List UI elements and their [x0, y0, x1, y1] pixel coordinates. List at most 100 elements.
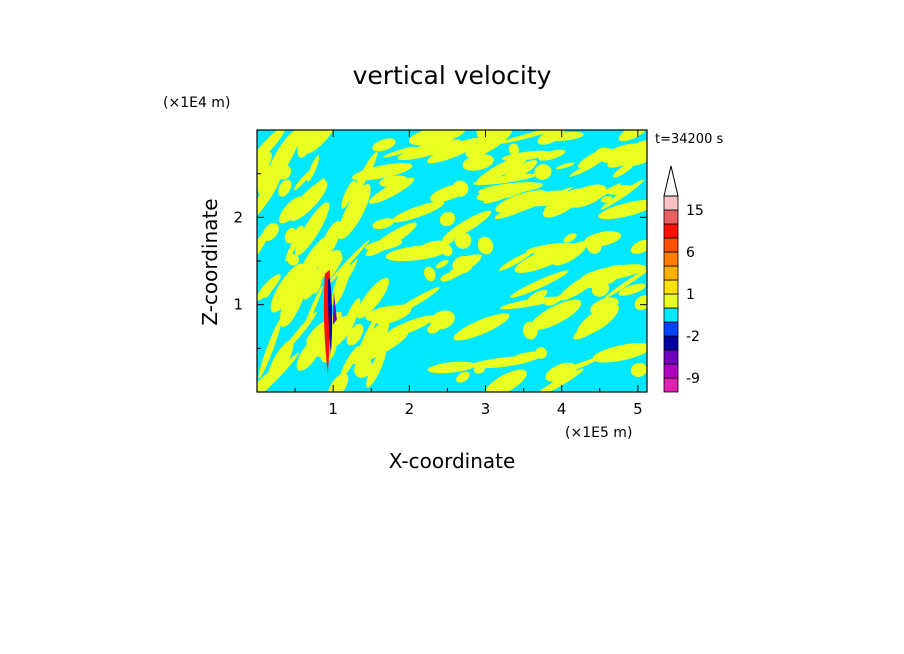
positive-band — [498, 251, 533, 271]
positive-band — [297, 130, 321, 158]
positive-band — [349, 152, 378, 203]
positive-band — [436, 140, 454, 155]
positive-band — [604, 266, 647, 299]
positive-band — [630, 362, 647, 377]
x-axis-title: X-coordinate — [389, 449, 516, 473]
colorbar-box — [663, 237, 679, 253]
downdraft-core — [332, 291, 337, 325]
positive-band — [365, 222, 417, 257]
positive-band — [478, 182, 543, 195]
positive-band — [634, 295, 647, 311]
positive-band — [538, 149, 566, 161]
positive-band — [282, 311, 317, 354]
positive-band — [598, 199, 647, 220]
positive-band — [266, 130, 300, 184]
positive-band — [553, 244, 575, 256]
positive-band — [340, 345, 360, 378]
positive-band — [424, 266, 436, 282]
positive-band — [338, 184, 371, 240]
positive-band — [476, 153, 531, 184]
y-axis: 12 — [233, 173, 647, 349]
colorbar-box — [663, 279, 679, 295]
positive-band — [592, 343, 647, 363]
positive-band — [442, 210, 492, 242]
colorbar-box — [663, 335, 679, 351]
time-label: t=34200 s — [655, 132, 723, 147]
positive-band — [299, 237, 327, 297]
positive-bands — [257, 130, 647, 392]
positive-band — [556, 162, 575, 170]
positive-band — [476, 130, 499, 141]
positive-band — [356, 277, 389, 319]
positive-band — [565, 184, 607, 208]
positive-band — [365, 305, 406, 322]
colorbar-box — [663, 307, 679, 323]
positive-band — [262, 281, 273, 298]
colorbar-box — [663, 363, 679, 379]
positive-band — [484, 369, 527, 392]
positive-band — [501, 150, 553, 161]
positive-band — [499, 130, 558, 144]
positive-band — [391, 201, 445, 223]
positive-band — [439, 211, 456, 227]
plot-area — [257, 130, 647, 392]
positive-band — [548, 357, 601, 378]
y-tick-label: 2 — [233, 208, 243, 226]
positive-band — [452, 255, 474, 274]
positive-band — [510, 351, 543, 363]
colorbar-box — [663, 195, 679, 211]
positive-band — [473, 173, 537, 185]
colorbar-box — [663, 265, 679, 281]
colorbar-tick-label: -2 — [686, 329, 700, 345]
positive-band — [591, 281, 610, 297]
positive-band — [563, 233, 577, 243]
positive-band — [324, 239, 370, 288]
positive-band — [427, 137, 482, 164]
positive-band — [577, 148, 612, 169]
x-tick-label: 4 — [557, 400, 567, 418]
positive-band — [508, 143, 520, 156]
positive-band — [333, 259, 358, 298]
x-axis: 1 2 3 4 5 — [294, 130, 643, 418]
colorbar-box — [663, 209, 679, 225]
positive-band — [534, 164, 552, 180]
positive-band — [531, 368, 584, 392]
positive-band — [257, 130, 286, 166]
positive-band — [618, 283, 646, 296]
positive-band — [577, 304, 619, 336]
positive-band — [452, 180, 469, 197]
positive-band — [278, 179, 292, 197]
positive-band — [558, 271, 602, 301]
positive-band — [379, 175, 408, 188]
positive-band — [435, 259, 449, 269]
positive-band — [257, 369, 275, 392]
positive-band — [257, 173, 282, 223]
positive-band — [355, 320, 390, 364]
positive-band — [346, 323, 364, 346]
positive-band — [427, 361, 476, 374]
positive-band — [307, 155, 320, 182]
y-tick-label: 1 — [233, 296, 243, 314]
positive-band — [477, 236, 494, 255]
positive-band — [510, 270, 569, 298]
colorbar-box — [663, 349, 679, 365]
positive-band — [278, 196, 304, 224]
colorbar-box — [663, 377, 679, 393]
positive-band — [568, 159, 603, 177]
positive-band — [257, 164, 270, 203]
positive-band — [295, 202, 330, 256]
positive-band — [618, 130, 647, 142]
positive-band — [530, 299, 582, 330]
positive-band — [495, 190, 548, 213]
positive-band — [267, 340, 294, 383]
updraft-core — [323, 269, 337, 375]
positive-band — [613, 149, 647, 166]
colorbar-tick-label: 15 — [686, 203, 704, 219]
positive-band — [473, 365, 485, 374]
colorbar-box — [663, 293, 679, 309]
positive-band — [465, 130, 513, 158]
colorbar-tick-label: 1 — [686, 287, 695, 303]
positive-band — [258, 317, 282, 379]
positive-band — [293, 169, 313, 191]
